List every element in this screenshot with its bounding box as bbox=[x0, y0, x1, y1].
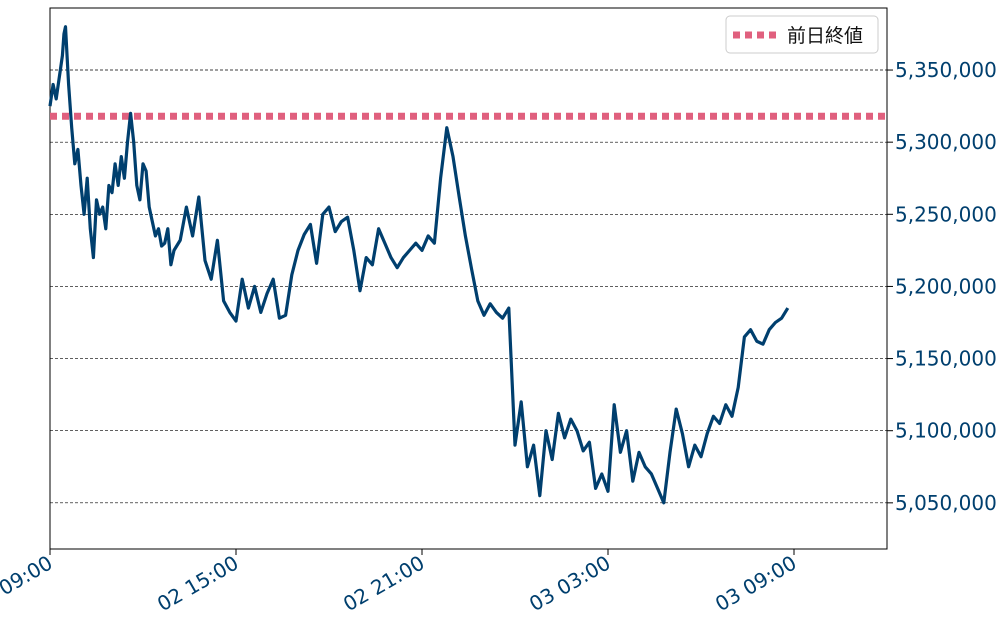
y-tick-label: 5,100,000 bbox=[895, 419, 997, 443]
legend-label: 前日終値 bbox=[787, 25, 863, 47]
y-tick-label: 5,250,000 bbox=[895, 202, 997, 226]
x-tick-label: 03 09:00 bbox=[711, 551, 800, 617]
y-tick-label: 5,200,000 bbox=[895, 274, 997, 298]
price-line bbox=[48, 25, 790, 505]
legend: 前日終値 bbox=[725, 15, 879, 54]
plot-area bbox=[49, 7, 888, 550]
x-tick-label: 02 15:00 bbox=[153, 551, 242, 617]
x-axis: 02 09:00 02 15:00 02 21:00 03 03:00 03 09:00 bbox=[0, 549, 801, 616]
x-tick-label: 02 09:00 bbox=[0, 551, 56, 617]
legend-box bbox=[725, 15, 879, 54]
y-tick-label: 5,150,000 bbox=[895, 347, 997, 371]
y-axis: 5,050,000 5,100,000 5,150,000 5,200,000 5,25… bbox=[887, 58, 997, 515]
x-tick-label: 03 03:00 bbox=[525, 551, 614, 617]
y-tick-label: 5,300,000 bbox=[895, 130, 997, 154]
x-tick-label: 02 21:00 bbox=[339, 551, 428, 617]
y-tick-label: 5,350,000 bbox=[895, 58, 997, 82]
y-tick-label: 5,050,000 bbox=[895, 491, 997, 515]
grid-lines bbox=[50, 69, 887, 504]
